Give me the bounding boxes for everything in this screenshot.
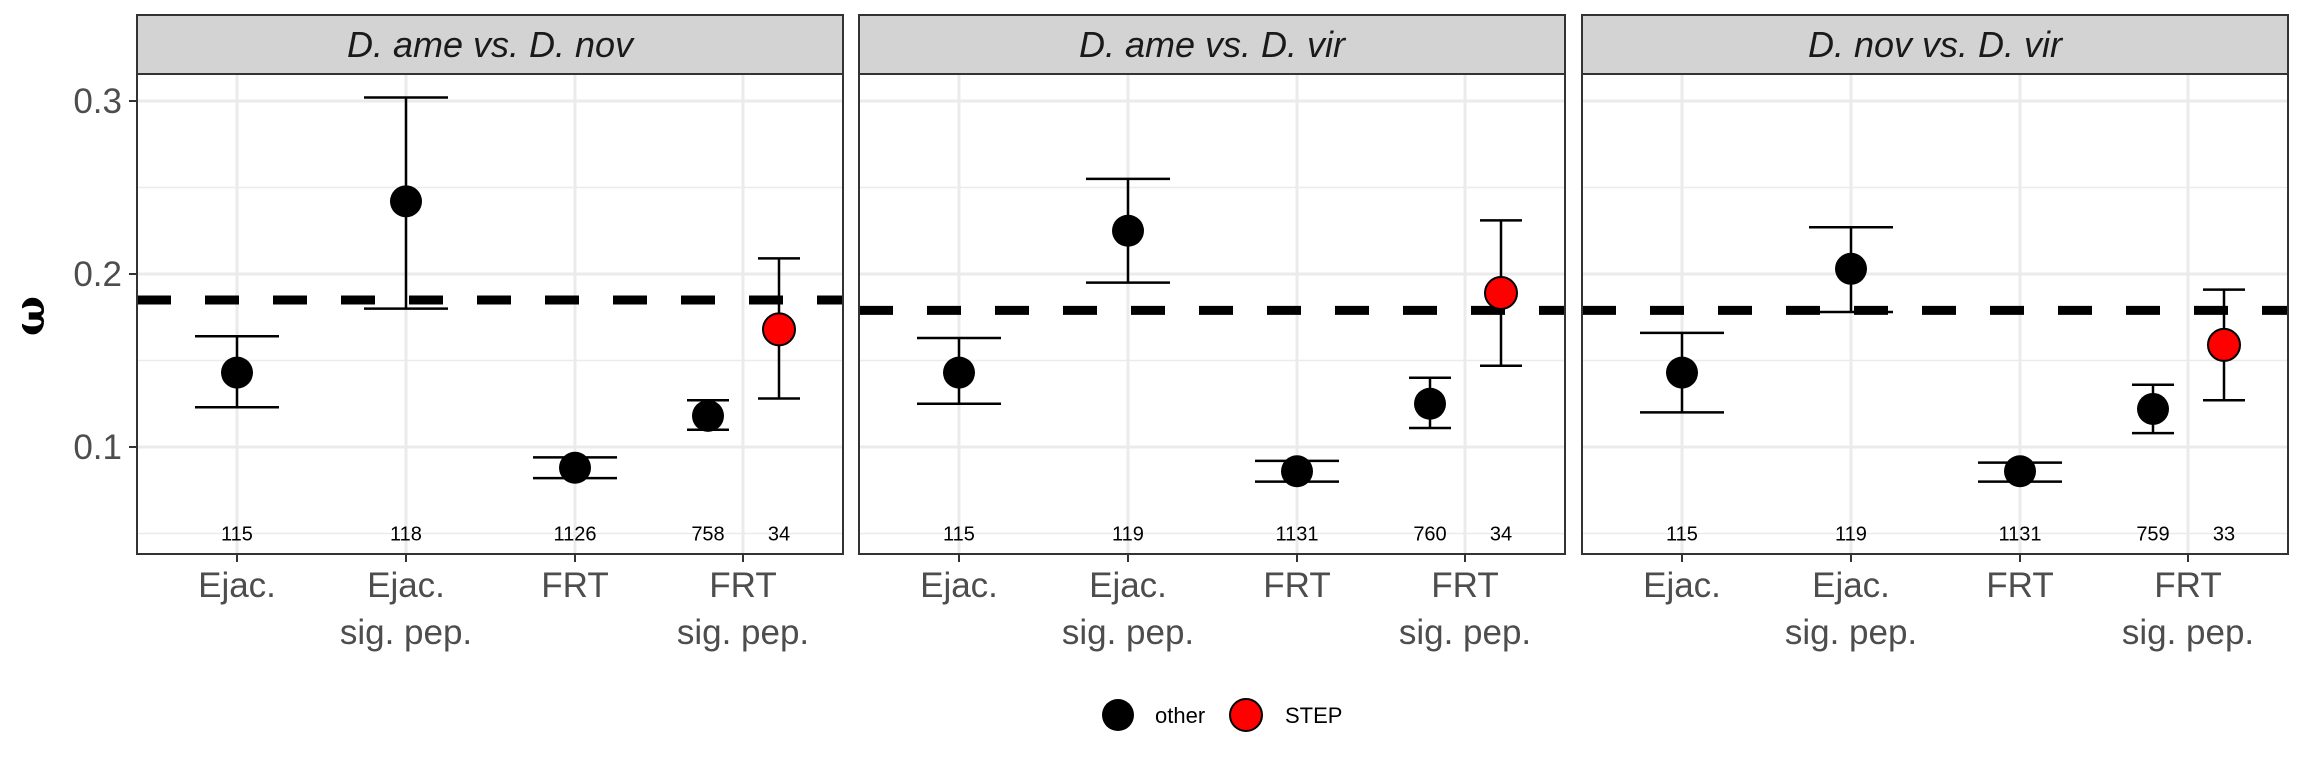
legend: other STEP xyxy=(1102,698,1342,732)
legend-label-other: other xyxy=(1155,703,1205,728)
y-tick-label: 0.3 xyxy=(73,82,122,121)
count-label: 115 xyxy=(943,524,975,546)
x-tick-label: sig. pep. xyxy=(1062,613,1194,652)
legend-key-step xyxy=(1229,698,1263,732)
x-tick-label: Ejac. xyxy=(1812,566,1890,605)
legend-label-step: STEP xyxy=(1285,703,1342,728)
legend-key-other xyxy=(1102,699,1134,731)
x-tick-label: FRT xyxy=(1263,566,1330,605)
x-tick-label: FRT xyxy=(709,566,776,605)
count-label: 1131 xyxy=(1275,524,1318,546)
panel-border xyxy=(1581,73,2289,555)
count-label: 34 xyxy=(1490,524,1512,546)
facet-strip xyxy=(858,14,1566,75)
x-tick-label: Ejac. xyxy=(1089,566,1167,605)
x-tick-label: FRT xyxy=(2154,566,2221,605)
panel-background xyxy=(137,74,843,554)
data-point-step xyxy=(762,312,796,347)
facet-strip xyxy=(136,14,844,75)
x-tick-label: sig. pep. xyxy=(677,613,809,652)
x-tick-label: Ejac. xyxy=(1643,566,1721,605)
facet-panel: D. ame vs. D. nov 115 118 1126 758 34 Ejac. Eja… xyxy=(136,14,844,652)
count-label: 119 xyxy=(1112,524,1144,546)
data-point-other xyxy=(1835,252,1867,285)
panel-border xyxy=(136,73,844,555)
count-label: 115 xyxy=(1666,524,1698,546)
facet-panel: D. ame vs. D. vir 115 119 1131 760 34 Ejac. Eja… xyxy=(858,14,1566,652)
count-label: 115 xyxy=(221,524,253,546)
data-point-other xyxy=(1414,387,1446,420)
data-point-other xyxy=(1666,356,1698,389)
data-point-other xyxy=(2004,455,2036,488)
data-point-other xyxy=(390,185,422,218)
data-point-step xyxy=(1484,276,1518,311)
panel-border xyxy=(858,73,1566,555)
count-label: 760 xyxy=(1413,524,1446,546)
count-label: 33 xyxy=(2213,524,2235,546)
facet-title: D. nov vs. D. vir xyxy=(1808,24,2064,65)
data-point-other xyxy=(1281,455,1313,488)
x-tick-label: FRT xyxy=(1431,566,1498,605)
x-tick-label: sig. pep. xyxy=(2122,613,2254,652)
y-axis-label: ω xyxy=(5,296,54,336)
data-point-other xyxy=(943,356,975,389)
count-label: 118 xyxy=(390,524,422,546)
data-point-other xyxy=(221,356,253,389)
count-label: 1126 xyxy=(553,524,596,546)
count-label: 119 xyxy=(1835,524,1867,546)
data-point-other xyxy=(1112,214,1144,247)
x-tick-label: Ejac. xyxy=(367,566,445,605)
y-axis: 0.1 0.2 0.3 xyxy=(73,82,137,467)
x-tick-label: sig. pep. xyxy=(1399,613,1531,652)
data-point-other xyxy=(559,451,591,484)
facet-strip xyxy=(1581,14,2289,75)
x-tick-label: sig. pep. xyxy=(1785,613,1917,652)
facet-panel: D. nov vs. D. vir 115 119 1131 759 33 Ejac. Eja… xyxy=(1581,14,2289,652)
y-tick-label: 0.2 xyxy=(73,255,122,294)
facet-title: D. ame vs. D. nov xyxy=(347,24,635,65)
count-label: 759 xyxy=(2136,524,2169,546)
x-tick-label: FRT xyxy=(541,566,608,605)
data-point-other xyxy=(692,399,724,432)
count-label: 1131 xyxy=(1998,524,2041,546)
panels: D. ame vs. D. nov 115 118 1126 758 34 Ejac. Eja… xyxy=(136,14,2289,652)
y-tick-label: 0.1 xyxy=(73,428,122,467)
x-tick-label: FRT xyxy=(1986,566,2053,605)
x-tick-label: sig. pep. xyxy=(340,613,472,652)
count-label: 34 xyxy=(768,524,790,546)
data-point-other xyxy=(2137,392,2169,425)
count-label: 758 xyxy=(691,524,724,546)
x-tick-label: Ejac. xyxy=(198,566,276,605)
facet-title: D. ame vs. D. vir xyxy=(1079,24,1347,65)
data-point-step xyxy=(2207,327,2241,362)
x-tick-label: Ejac. xyxy=(920,566,998,605)
